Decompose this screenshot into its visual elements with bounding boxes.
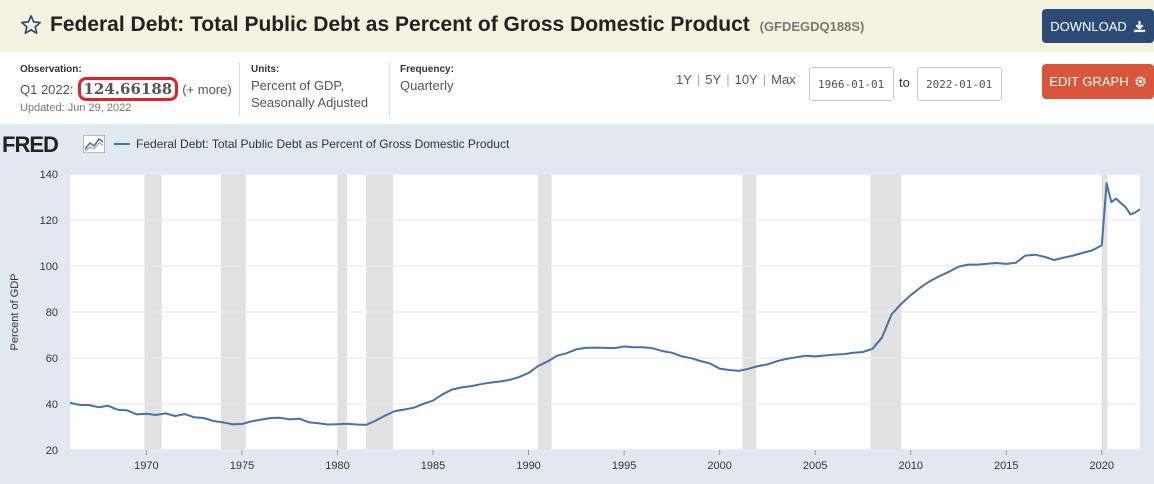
chart-legend: Federal Debt: Total Public Debt as Perce… <box>114 137 509 151</box>
y-tick-label: 80 <box>46 307 58 319</box>
y-tick-label: 100 <box>40 261 58 273</box>
x-tick-label: 1990 <box>516 460 540 472</box>
range-separator: | <box>762 72 767 87</box>
x-tick-label: 1985 <box>421 460 445 472</box>
x-tick-label: 2010 <box>898 460 922 472</box>
observation-label: Observation: <box>20 64 82 75</box>
observation-period: Q1 2022: <box>20 81 74 97</box>
header-bar: Federal Debt: Total Public Debt as Perce… <box>0 0 1154 52</box>
page-title: Federal Debt: Total Public Debt as Perce… <box>50 13 864 37</box>
more-link[interactable]: (+ more) <box>182 81 232 97</box>
legend-swatch <box>114 143 130 145</box>
x-tick-label: 1995 <box>612 460 636 472</box>
star-icon[interactable] <box>20 14 42 36</box>
fred-logo: FRED <box>2 132 59 157</box>
edit-graph-button[interactable]: EDIT GRAPH <box>1042 64 1154 99</box>
y-axis-label: Percent of GDP <box>9 273 21 350</box>
gear-icon <box>1135 76 1146 87</box>
range-separator: | <box>696 72 701 87</box>
frequency-value: Quarterly <box>400 78 454 93</box>
frequency-block: Frequency: Quarterly <box>400 64 454 94</box>
date-from-input[interactable]: 1966-01-01 <box>809 67 894 101</box>
y-tick-label: 20 <box>46 445 58 457</box>
y-tick-label: 120 <box>40 215 58 227</box>
range-separator: | <box>726 72 730 87</box>
legend-label: Federal Debt: Total Public Debt as Perce… <box>136 137 510 151</box>
y-tick-label: 60 <box>46 353 58 365</box>
range-5y[interactable]: 5Y <box>705 72 722 87</box>
x-tick-label: 2005 <box>803 460 827 472</box>
observation-value: 124.66188 <box>77 77 179 101</box>
range-max[interactable]: Max <box>771 72 796 87</box>
date-to-input[interactable]: 2022-01-01 <box>917 67 1002 101</box>
download-button[interactable]: DOWNLOAD <box>1042 9 1154 43</box>
x-tick-label: 2000 <box>707 460 731 472</box>
y-tick-label: 40 <box>46 399 58 411</box>
to-label: to <box>899 75 910 90</box>
title-text: Federal Debt: Total Public Debt as Perce… <box>50 13 750 36</box>
x-tick-label: 1980 <box>325 460 349 472</box>
series-line[interactable] <box>69 182 1141 426</box>
divider <box>239 62 240 116</box>
x-tick-label: 2020 <box>1090 460 1114 472</box>
fred-chart-icon <box>83 135 105 153</box>
units-label: Units: <box>251 64 280 75</box>
range-selector: 1Y | 5Y | 10Y | Max <box>676 72 796 87</box>
series-id: (GFDEGDQ188S) <box>759 19 865 34</box>
line-chart[interactable]: 20 40 60 80 100 120 140 1970 1975 1980 1985 1990 199… <box>0 124 1154 484</box>
x-tick-label: 1975 <box>230 460 254 472</box>
divider <box>389 62 390 116</box>
download-icon <box>1133 20 1145 32</box>
observation-block: Observation: Q1 2022: 124.66188 (+ more)… <box>20 64 232 114</box>
x-tick-label: 1970 <box>134 460 158 472</box>
y-tick-label: 140 <box>40 169 58 181</box>
units-block: Units: Percent of GDP, Seasonally Adjust… <box>251 64 368 111</box>
updated-date: Updated: Jun 29, 2022 <box>20 102 132 114</box>
range-1y[interactable]: 1Y <box>676 72 692 87</box>
units-value-line1: Percent of GDP, <box>251 78 344 93</box>
edit-graph-label: EDIT GRAPH <box>1049 74 1129 89</box>
download-label: DOWNLOAD <box>1050 18 1127 34</box>
x-tick-label: 2015 <box>994 460 1018 472</box>
units-value-line2: Seasonally Adjusted <box>251 95 369 110</box>
meta-row: Observation: Q1 2022: 124.66188 (+ more)… <box>0 52 1154 124</box>
range-10y[interactable]: 10Y <box>734 72 758 87</box>
frequency-label: Frequency: <box>400 64 454 75</box>
